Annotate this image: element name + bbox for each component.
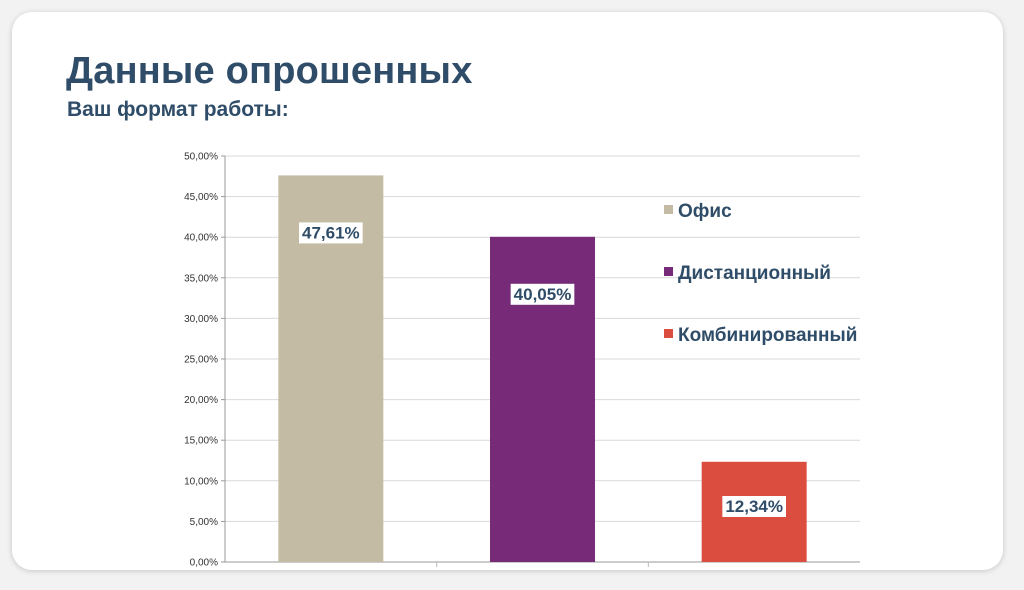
y-tick-label: 40,00% <box>184 233 218 244</box>
y-tick-label: 50,00% <box>184 152 218 163</box>
y-tick-label: 45,00% <box>184 192 218 203</box>
data-label: 40,05% <box>514 285 572 304</box>
y-tick-label: 30,00% <box>184 314 218 325</box>
y-tick-label: 25,00% <box>184 355 218 366</box>
y-tick-label: 5,00% <box>190 517 218 528</box>
data-label-background <box>722 496 787 517</box>
legend-swatch <box>664 267 673 276</box>
legend-swatch <box>664 329 673 338</box>
y-tick-label: 20,00% <box>184 395 218 406</box>
y-tick-label: 15,00% <box>184 436 218 447</box>
y-tick-label: 10,00% <box>184 476 218 487</box>
y-tick-label: 35,00% <box>184 273 218 284</box>
data-label: 12,34% <box>725 497 783 516</box>
legend-label: Комбинированный <box>678 325 857 346</box>
y-tick-label: 0,00% <box>190 558 218 569</box>
legend-label: Дистанционный <box>678 263 831 284</box>
legend-label: Офис <box>678 201 732 222</box>
data-label-background <box>510 283 575 305</box>
data-label-background <box>298 222 363 244</box>
legend-swatch <box>664 205 673 214</box>
page-subtitle: Ваш формат работы: <box>67 98 289 121</box>
page-title: Данные опрошенных <box>66 50 473 92</box>
data-label: 47,61% <box>302 223 360 242</box>
